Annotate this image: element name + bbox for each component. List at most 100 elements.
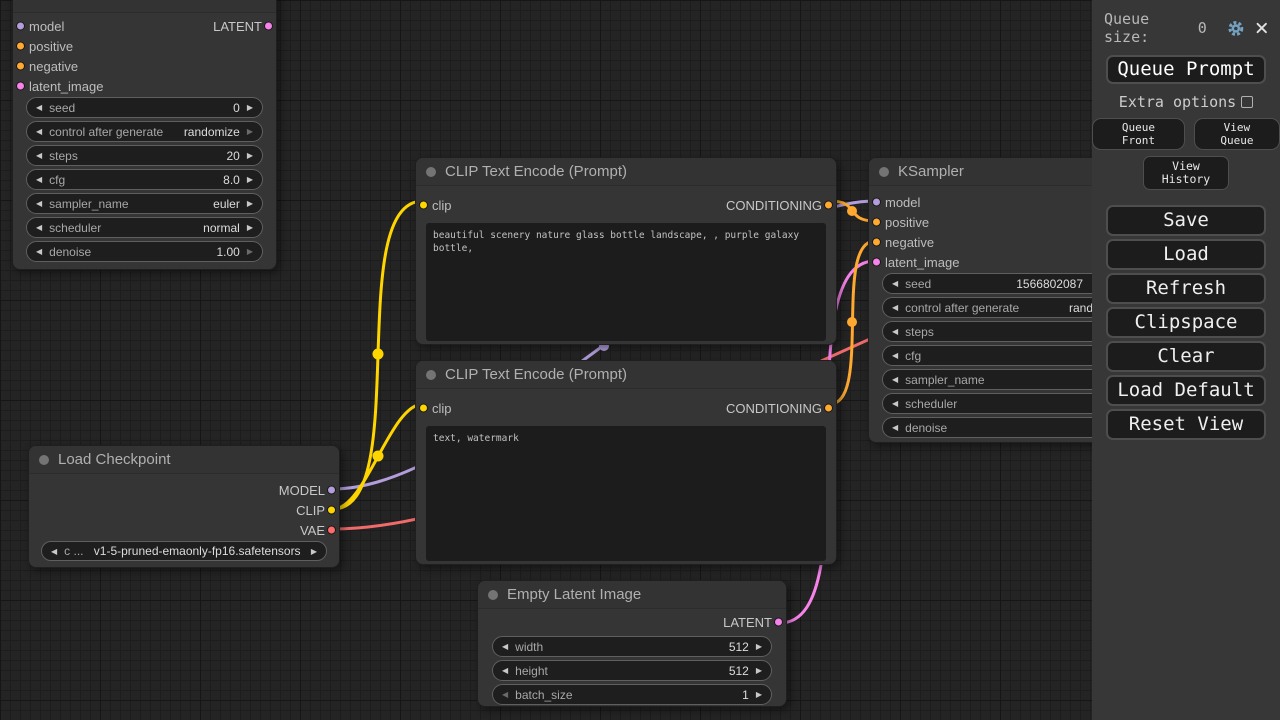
latent-output-dot[interactable]: [774, 617, 783, 627]
node-empty-latent-image[interactable]: Empty Latent Image LATENT ◀ width 512 ▶ …: [477, 580, 787, 707]
close-icon[interactable]: [1255, 20, 1268, 36]
latent-output-dot[interactable]: [264, 21, 273, 31]
widget-scheduler[interactable]: ◀ scheduler normal ▶: [26, 217, 263, 238]
widget-ckpt-name[interactable]: ◀ c ... v1-5-pruned-emaonly-fp16.safeten…: [41, 541, 327, 561]
load-default-button[interactable]: Load Default: [1106, 375, 1266, 406]
output-label: VAE: [299, 522, 325, 538]
collapse-dot-icon[interactable]: [488, 589, 498, 600]
widget-label: cfg: [905, 348, 922, 363]
save-button[interactable]: Save: [1106, 205, 1266, 236]
increment-arrow-icon[interactable]: ▶: [246, 223, 253, 232]
widget-cfg[interactable]: ◀ cfg 8.0 ▶: [26, 169, 263, 190]
prompt-textarea[interactable]: text, watermark: [426, 426, 826, 561]
slot-row: CLIP: [29, 500, 339, 520]
queue-prompt-button[interactable]: Queue Prompt: [1106, 55, 1266, 84]
decrement-arrow-icon[interactable]: ◀: [36, 223, 43, 232]
prompt-textarea[interactable]: beautiful scenery nature glass bottle la…: [426, 223, 826, 341]
slot-row: clip CONDITIONING: [416, 395, 836, 421]
widget-steps[interactable]: ◀ steps 20 ▶: [26, 145, 263, 166]
queue-front-button[interactable]: Queue Front: [1092, 118, 1185, 150]
widget-seed[interactable]: ◀ seed 0 ▶: [26, 97, 263, 118]
increment-arrow-icon[interactable]: ▶: [246, 127, 253, 136]
node-ksampler-left[interactable]: KSampler model LATENT positive negative …: [12, 0, 277, 270]
negative-input-dot[interactable]: [16, 61, 25, 71]
latent-image-input-dot[interactable]: [16, 81, 25, 91]
node-title: KSampler: [898, 163, 964, 180]
widget-value: randomize: [183, 124, 240, 139]
decrement-arrow-icon[interactable]: ◀: [502, 666, 509, 675]
increment-arrow-icon[interactable]: ▶: [755, 666, 762, 675]
node-title-bar[interactable]: Load Checkpoint: [29, 446, 339, 474]
widget-sampler-name[interactable]: ◀ sampler_name euler ▶: [26, 193, 263, 214]
widget-label: control after generate: [49, 124, 164, 139]
decrement-arrow-icon[interactable]: ◀: [892, 423, 899, 432]
increment-arrow-icon[interactable]: ▶: [246, 151, 253, 160]
vae-output-dot[interactable]: [327, 525, 336, 535]
decrement-arrow-icon[interactable]: ◀: [36, 127, 43, 136]
node-title-bar[interactable]: Empty Latent Image: [478, 581, 786, 609]
decrement-arrow-icon[interactable]: ◀: [36, 199, 43, 208]
clipspace-button[interactable]: Clipspace: [1106, 307, 1266, 338]
refresh-button[interactable]: Refresh: [1106, 273, 1266, 304]
increment-arrow-icon[interactable]: ▶: [246, 175, 253, 184]
node-clip-text-encode-negative[interactable]: CLIP Text Encode (Prompt) clip CONDITION…: [415, 360, 837, 565]
widget-height[interactable]: ◀ height 512 ▶: [492, 660, 772, 681]
positive-input-dot[interactable]: [16, 41, 25, 51]
model-input-dot[interactable]: [16, 21, 25, 31]
decrement-arrow-icon[interactable]: ◀: [36, 247, 43, 256]
decrement-arrow-icon[interactable]: ◀: [892, 399, 899, 408]
increment-arrow-icon[interactable]: ▶: [246, 199, 253, 208]
collapse-dot-icon[interactable]: [39, 454, 49, 465]
node-load-checkpoint[interactable]: Load Checkpoint MODEL CLIP VAE ◀ c ... v…: [28, 445, 340, 568]
next-arrow-icon[interactable]: ▶: [310, 546, 317, 556]
model-input-dot[interactable]: [872, 197, 881, 207]
decrement-arrow-icon[interactable]: ◀: [502, 690, 509, 699]
reset-view-button[interactable]: Reset View: [1106, 409, 1266, 440]
input-label: negative: [29, 58, 79, 74]
decrement-arrow-icon[interactable]: ◀: [36, 175, 43, 184]
widget-width[interactable]: ◀ width 512 ▶: [492, 636, 772, 657]
increment-arrow-icon[interactable]: ▶: [755, 690, 762, 699]
collapse-dot-icon[interactable]: [426, 369, 436, 380]
clip-output-dot[interactable]: [327, 505, 336, 515]
positive-input-dot[interactable]: [872, 217, 881, 227]
collapse-dot-icon[interactable]: [426, 166, 436, 177]
node-title-bar[interactable]: CLIP Text Encode (Prompt): [416, 361, 836, 389]
node-title-bar[interactable]: KSampler: [13, 0, 276, 13]
decrement-arrow-icon[interactable]: ◀: [892, 327, 899, 336]
view-queue-button[interactable]: View Queue: [1193, 118, 1280, 150]
load-button[interactable]: Load: [1106, 239, 1266, 270]
decrement-arrow-icon[interactable]: ◀: [36, 103, 43, 112]
conditioning-output-dot[interactable]: [824, 200, 833, 210]
view-history-button[interactable]: View History: [1143, 156, 1229, 190]
decrement-arrow-icon[interactable]: ◀: [892, 279, 899, 288]
increment-arrow-icon[interactable]: ▶: [755, 642, 762, 651]
clip-input-dot[interactable]: [419, 403, 428, 413]
node-clip-text-encode-positive[interactable]: CLIP Text Encode (Prompt) clip CONDITION…: [415, 157, 837, 345]
clip-input-dot[interactable]: [419, 200, 428, 210]
node-title-bar[interactable]: CLIP Text Encode (Prompt): [416, 158, 836, 186]
extra-options-checkbox[interactable]: [1241, 96, 1254, 108]
collapse-dot-icon[interactable]: [879, 166, 889, 177]
decrement-arrow-icon[interactable]: ◀: [892, 375, 899, 384]
decrement-arrow-icon[interactable]: ◀: [892, 351, 899, 360]
increment-arrow-icon[interactable]: ▶: [246, 103, 253, 112]
latent-image-input-dot[interactable]: [872, 257, 881, 267]
negative-input-dot[interactable]: [872, 237, 881, 247]
conditioning-output-dot[interactable]: [824, 403, 833, 413]
model-output-dot[interactable]: [327, 485, 336, 495]
widget-batch-size[interactable]: ◀ batch_size 1 ▶: [492, 684, 772, 705]
decrement-arrow-icon[interactable]: ◀: [36, 151, 43, 160]
widget-denoise[interactable]: ◀ denoise 1.00 ▶: [26, 241, 263, 262]
increment-arrow-icon[interactable]: ▶: [246, 247, 253, 256]
widget-label: sampler_name: [49, 196, 129, 211]
clear-button[interactable]: Clear: [1106, 341, 1266, 372]
settings-gear-icon[interactable]: [1227, 18, 1245, 39]
decrement-arrow-icon[interactable]: ◀: [892, 303, 899, 312]
widget-control-after-generate[interactable]: ◀ control after generate randomize ▶: [26, 121, 263, 142]
link-negative-midpoint-dot: [847, 317, 857, 327]
output-label: CLIP: [296, 502, 325, 518]
previous-arrow-icon[interactable]: ◀: [51, 546, 58, 556]
decrement-arrow-icon[interactable]: ◀: [502, 642, 509, 651]
